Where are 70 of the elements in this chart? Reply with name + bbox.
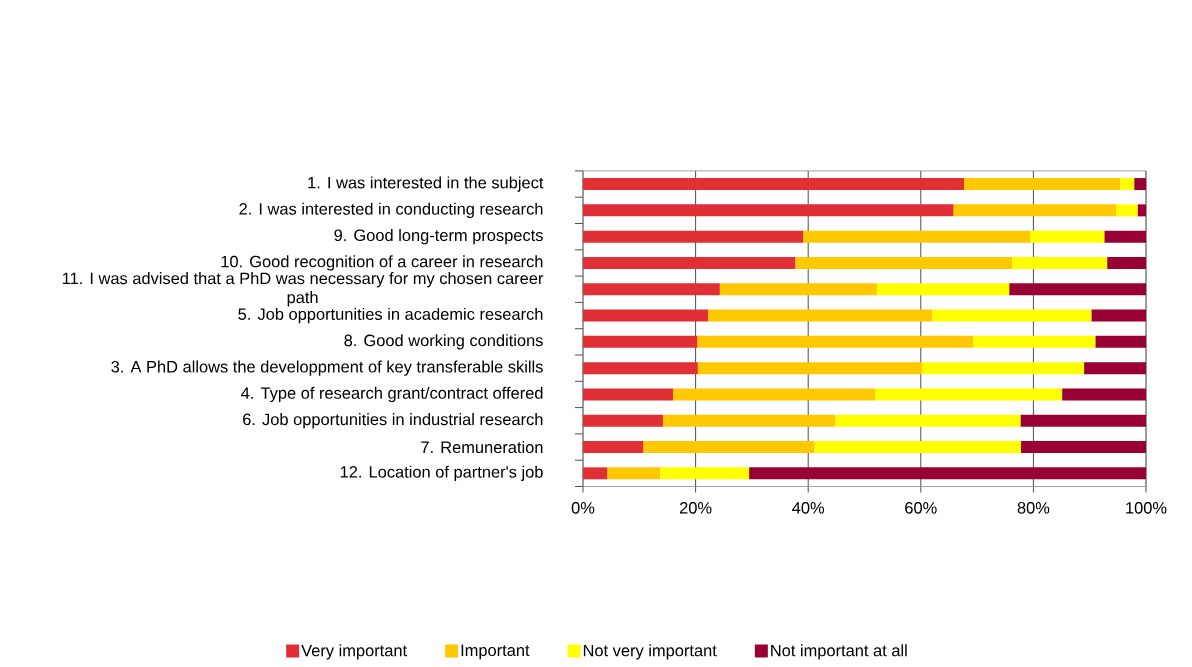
bar xyxy=(583,335,698,348)
bar xyxy=(835,414,1021,427)
bar xyxy=(583,441,644,454)
bar xyxy=(697,335,974,348)
bar xyxy=(749,467,1147,480)
y-tick-label: 5. Job opportunities in academic research xyxy=(238,307,543,324)
bar xyxy=(1021,441,1147,454)
bar xyxy=(1137,204,1147,217)
bar xyxy=(660,467,750,480)
bar xyxy=(583,204,954,217)
y-tick-label: 4. Type of research grant/contract offered xyxy=(241,386,543,403)
y-tick-label: 1. I was interested in the subject xyxy=(308,176,544,192)
bar xyxy=(1030,230,1105,243)
bar xyxy=(583,309,708,322)
bar xyxy=(673,388,876,401)
bar xyxy=(921,362,1085,375)
bar xyxy=(953,204,1117,217)
bar xyxy=(1012,256,1108,269)
y-tick-label: 2. I was interested in conducting research xyxy=(239,202,543,219)
legend-label: Very important xyxy=(301,644,407,660)
bar xyxy=(964,178,1121,191)
bar xyxy=(583,414,663,427)
bar xyxy=(932,309,1092,322)
bar xyxy=(662,414,836,427)
bar xyxy=(583,230,804,243)
bar xyxy=(583,283,720,296)
bar xyxy=(795,256,1013,269)
bar xyxy=(1120,178,1135,191)
bar xyxy=(875,388,1063,401)
bar xyxy=(803,230,1031,243)
y-tick-label: 12. Location of partner's job xyxy=(340,465,543,482)
bar xyxy=(583,256,796,269)
bar xyxy=(697,362,922,375)
y-tick-label: 11. I was advised that a PhD was necessary for my chosen career path xyxy=(62,272,544,307)
bar xyxy=(583,178,965,191)
bar xyxy=(607,467,661,480)
bar xyxy=(1095,335,1147,348)
legend-label: Not important at all xyxy=(771,644,907,660)
bar xyxy=(814,441,1022,454)
bar xyxy=(1104,230,1147,243)
y-tick-label: 9. Good long-term prospects xyxy=(334,228,543,245)
bar xyxy=(1134,178,1147,191)
bar xyxy=(973,335,1096,348)
y-tick-label: 6. Job opportunities in industrial research xyxy=(243,413,543,429)
bar xyxy=(643,441,815,454)
legend-label: Important xyxy=(461,644,530,660)
legend-label: Not very important xyxy=(583,644,717,660)
bar xyxy=(876,283,1010,296)
y-tick-label: 7. Remuneration xyxy=(421,441,543,454)
x-tick-label: 100% xyxy=(1126,502,1167,514)
bar xyxy=(1062,388,1147,401)
bar xyxy=(1116,204,1138,217)
bar xyxy=(1020,414,1147,427)
x-tick-label: 60% xyxy=(905,502,937,514)
x-tick-label: 0% xyxy=(571,502,595,514)
bar xyxy=(1107,256,1147,269)
bar xyxy=(707,309,933,322)
bar xyxy=(583,388,674,401)
bar xyxy=(1009,283,1147,296)
y-tick-label: 3. A PhD allows the developpment of key transferable skills xyxy=(111,360,543,376)
y-tick-label: 10. Good recognition of a career in research xyxy=(221,255,543,271)
bar xyxy=(583,467,608,480)
x-tick-label: 40% xyxy=(792,502,825,514)
bar xyxy=(1091,309,1147,322)
bar xyxy=(583,362,698,375)
bar xyxy=(719,283,877,296)
bar xyxy=(1084,362,1147,375)
y-tick-label: 8. Good working conditions xyxy=(344,334,543,350)
x-tick-label: 20% xyxy=(679,502,712,514)
x-tick-label: 80% xyxy=(1017,502,1050,514)
